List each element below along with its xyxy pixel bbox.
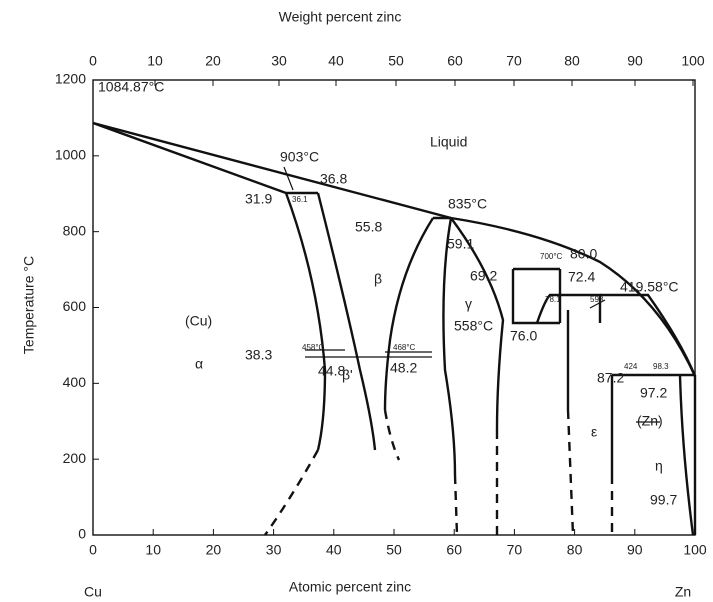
phase-annotation: 99.7 <box>650 492 677 508</box>
phase-annotation: 903°C <box>280 149 319 165</box>
phase-annotation: 38.3 <box>245 347 272 363</box>
phase-annotation: 700°C <box>540 252 563 261</box>
bottom-tick-label: 40 <box>326 542 342 558</box>
top-tick-label: 40 <box>328 53 344 69</box>
phase-annotation: 87.2 <box>597 370 624 386</box>
phase-annotation: Liquid <box>430 134 467 150</box>
phase-annotation: 59.1 <box>447 236 474 252</box>
top-tick-label: 10 <box>147 53 163 69</box>
top-tick-label: 70 <box>506 53 522 69</box>
phase-annotation: 558°C <box>454 318 493 334</box>
bottom-tick-label: 70 <box>507 542 523 558</box>
top-tick-label: 0 <box>89 53 97 69</box>
y-tick-label: 600 <box>63 298 87 314</box>
phase-annotation: γ <box>465 296 472 312</box>
top-axis-title: Weight percent zinc <box>279 9 402 25</box>
bottom-tick-label: 0 <box>89 542 97 558</box>
phase-annotation: 1084.87°C <box>98 79 164 95</box>
phase-annotation: 36.1 <box>292 195 308 204</box>
top-tick-label: 20 <box>205 53 221 69</box>
top-tick-label: 100 <box>681 53 705 69</box>
top-tick-label: 80 <box>564 53 580 69</box>
phase-annotation: 69.2 <box>470 268 497 284</box>
top-tick-label: 50 <box>388 53 404 69</box>
bottom-tick-label: 100 <box>683 542 707 558</box>
plot-frame <box>93 80 695 535</box>
top-tick-label: 60 <box>447 53 463 69</box>
top-tick-label: 90 <box>627 53 643 69</box>
top-tick-label: 30 <box>271 53 287 69</box>
phase-annotation: 78.1 <box>545 295 561 304</box>
bottom-tick-label: 80 <box>567 542 583 558</box>
zn-label: Zn <box>675 584 691 600</box>
phase-annotation: 31.9 <box>245 191 272 207</box>
phase-annotation: η <box>655 458 663 474</box>
phase-diagram: Weight percent zinc Atomic percent zinc … <box>0 0 713 602</box>
phase-annotation: 424 <box>624 362 638 371</box>
phase-annotation: 55.8 <box>355 219 382 235</box>
bottom-axis-title: Atomic percent zinc <box>289 579 411 595</box>
phase-annotation: ε <box>591 424 597 440</box>
y-tick-label: 800 <box>63 222 87 238</box>
phase-annotation: 98.3 <box>653 362 669 371</box>
phase-annotation: 36.8 <box>320 171 347 187</box>
y-tick-label: 1000 <box>55 147 86 163</box>
phase-annotation: 835°C <box>448 196 487 212</box>
phase-annotation: 598 <box>590 295 604 304</box>
bottom-tick-label: 10 <box>145 542 161 558</box>
phase-annotation: 72.4 <box>568 269 595 285</box>
phase-annotation: 468°C <box>393 343 416 352</box>
phase-annotation: 458°C <box>302 343 325 352</box>
phase-annotation: 48.2 <box>390 360 417 376</box>
y-tick-label: 200 <box>63 450 87 466</box>
bottom-tick-label: 60 <box>446 542 462 558</box>
phase-annotation: (Cu) <box>185 313 212 329</box>
phase-annotation: β <box>374 271 382 287</box>
phase-annotation: 76.0 <box>510 328 537 344</box>
bottom-tick-label: 50 <box>386 542 402 558</box>
phase-annotation: 97.2 <box>640 385 667 401</box>
bottom-tick-label: 30 <box>266 542 282 558</box>
phase-annotation: 419.58°C <box>620 279 679 295</box>
phase-annotation: 80.0 <box>570 246 597 262</box>
y-tick-label: 0 <box>78 526 86 542</box>
bottom-tick-label: 90 <box>627 542 643 558</box>
y-tick-label: 1200 <box>55 71 86 87</box>
y-tick-label: 400 <box>63 374 87 390</box>
bottom-tick-label: 20 <box>206 542 222 558</box>
phase-boundaries <box>93 123 695 535</box>
cu-label: Cu <box>84 584 102 600</box>
phase-annotation: (Zn) <box>637 413 663 429</box>
phase-annotation: α <box>195 356 203 372</box>
phase-annotation: β' <box>342 367 353 383</box>
y-axis-title: Temperature °C <box>21 256 37 354</box>
